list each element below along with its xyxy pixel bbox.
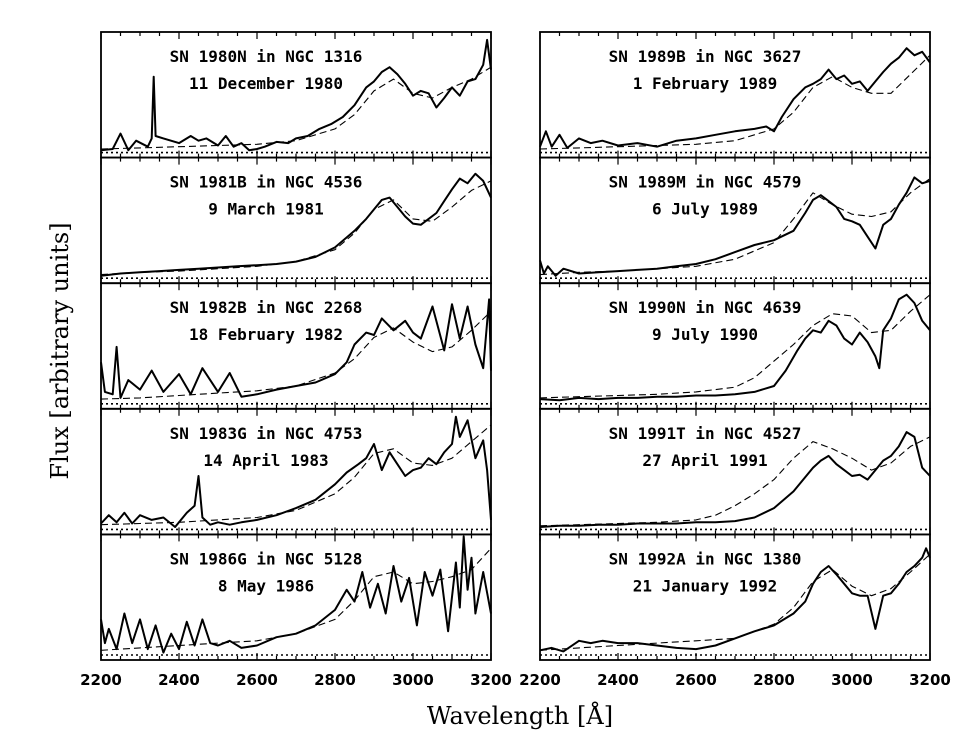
x-tick-label: 2200 bbox=[80, 671, 122, 689]
panel-title: SN 1992A in NGC 1380 bbox=[609, 549, 802, 568]
x-tick-label: 2600 bbox=[675, 671, 717, 689]
panel-date: 9 July 1990 bbox=[652, 325, 758, 344]
observed-spectrum-line bbox=[539, 47, 931, 149]
template-spectrum-line bbox=[539, 178, 931, 276]
panel-1: SN 1980N in NGC 1316 11 December 1980 bbox=[100, 31, 492, 159]
panel-title: SN 1981B in NGC 4536 bbox=[170, 173, 363, 192]
panel-date: 14 April 1983 bbox=[203, 451, 328, 470]
x-tick-label: 3000 bbox=[392, 671, 434, 689]
template-spectrum-line bbox=[100, 547, 492, 651]
panel-2: SN 1981B in NGC 4536 9 March 1981 bbox=[100, 156, 492, 285]
panel-date: 8 May 1986 bbox=[218, 576, 314, 595]
panel-date: 21 January 1992 bbox=[633, 576, 778, 595]
y-axis-label: Flux [arbitrary units] bbox=[46, 222, 74, 479]
panel-3: SN 1982B in NGC 2268 18 February 1982 bbox=[100, 282, 492, 410]
panel-title: SN 1991T in NGC 4527 bbox=[609, 424, 802, 443]
panel-5: SN 1986G in NGC 5128 8 May 1986 bbox=[100, 533, 492, 661]
x-tick-labels: 2200 2400 2600 2800 3000 3200 2200 2400 2600 2800… bbox=[80, 671, 951, 689]
template-spectrum-line bbox=[100, 310, 492, 400]
x-tick-label: 2800 bbox=[753, 671, 795, 689]
x-tick-label: 2600 bbox=[236, 671, 278, 689]
x-tick-label: 2400 bbox=[597, 671, 639, 689]
template-spectrum-line bbox=[539, 54, 931, 150]
panel-4: SN 1983G in NGC 4753 14 April 1983 bbox=[100, 407, 492, 536]
panel-date: 11 December 1980 bbox=[189, 74, 343, 93]
template-spectrum-line bbox=[100, 424, 492, 526]
panel-title: SN 1986G in NGC 5128 bbox=[170, 549, 363, 568]
x-tick-label: 3200 bbox=[470, 671, 512, 689]
panel-7: SN 1989M in NGC 4579 6 July 1989 bbox=[539, 156, 931, 285]
panel-date: 18 February 1982 bbox=[189, 325, 343, 344]
panel-title: SN 1983G in NGC 4753 bbox=[170, 424, 363, 443]
template-spectrum-line bbox=[100, 66, 492, 150]
panel-10: SN 1992A in NGC 1380 21 January 1992 bbox=[539, 533, 931, 661]
panel-title: SN 1989M in NGC 4579 bbox=[609, 173, 802, 192]
panel-date: 27 April 1991 bbox=[642, 451, 767, 470]
template-spectrum-line bbox=[100, 180, 492, 276]
x-tick-label: 3200 bbox=[909, 671, 951, 689]
observed-spectrum-line bbox=[539, 176, 931, 277]
x-tick-label: 2800 bbox=[314, 671, 356, 689]
template-spectrum-line bbox=[539, 553, 931, 651]
observed-spectrum-line bbox=[100, 298, 492, 399]
panel-date: 9 March 1981 bbox=[208, 200, 324, 219]
template-spectrum-line bbox=[539, 294, 931, 399]
panel-title: SN 1982B in NGC 2268 bbox=[170, 298, 363, 317]
panel-8: SN 1990N in NGC 4639 9 July 1990 bbox=[539, 282, 931, 410]
panel-6: SN 1989B in NGC 3627 1 February 1989 bbox=[539, 31, 931, 159]
observed-spectrum-line bbox=[100, 415, 492, 528]
x-tick-label: 2200 bbox=[519, 671, 561, 689]
x-tick-label: 2400 bbox=[158, 671, 200, 689]
observed-spectrum-line bbox=[539, 293, 931, 402]
observed-spectrum-line bbox=[539, 547, 931, 653]
observed-spectrum-line bbox=[539, 431, 931, 528]
panel-date: 6 July 1989 bbox=[652, 200, 758, 219]
panel-title: SN 1990N in NGC 4639 bbox=[609, 298, 802, 317]
observed-spectrum-line bbox=[100, 38, 492, 152]
panel-9: SN 1991T in NGC 4527 27 April 1991 bbox=[539, 407, 931, 536]
panel-title: SN 1989B in NGC 3627 bbox=[609, 47, 802, 66]
observed-spectrum-line bbox=[100, 535, 492, 654]
x-axis-label: Wavelength [Å] bbox=[427, 701, 613, 730]
x-tick-label: 3000 bbox=[831, 671, 873, 689]
template-spectrum-line bbox=[539, 436, 931, 527]
panel-date: 1 February 1989 bbox=[633, 74, 778, 93]
panel-title: SN 1980N in NGC 1316 bbox=[170, 47, 363, 66]
